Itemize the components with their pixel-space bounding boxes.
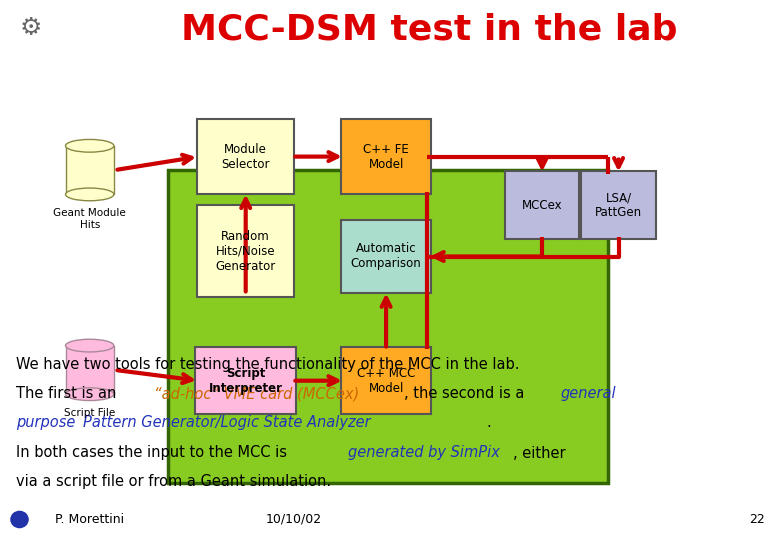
FancyBboxPatch shape <box>342 119 431 194</box>
FancyBboxPatch shape <box>582 172 655 239</box>
Text: .: . <box>487 415 491 430</box>
Text: , the second is a: , the second is a <box>404 386 529 401</box>
Text: 10/10/02: 10/10/02 <box>265 513 321 526</box>
Bar <box>66 346 114 394</box>
Text: 22: 22 <box>749 513 764 526</box>
Text: P. Morettini: P. Morettini <box>55 513 124 526</box>
Text: In both cases the input to the MCC is: In both cases the input to the MCC is <box>16 446 291 461</box>
Bar <box>66 146 114 194</box>
Text: ⚙: ⚙ <box>20 16 42 40</box>
FancyBboxPatch shape <box>342 220 431 293</box>
Text: , either: , either <box>513 446 566 461</box>
Text: C++ MCC
Model: C++ MCC Model <box>357 367 415 395</box>
FancyBboxPatch shape <box>505 172 579 239</box>
FancyBboxPatch shape <box>195 347 296 415</box>
Text: We have two tools for testing the functionality of the MCC in the lab.: We have two tools for testing the functi… <box>16 357 519 373</box>
Text: via a script file or from a Geant simulation.: via a script file or from a Geant simula… <box>16 474 331 489</box>
Text: Automatic
Comparison: Automatic Comparison <box>351 242 421 271</box>
FancyBboxPatch shape <box>197 119 295 194</box>
Text: purpose: purpose <box>16 415 80 430</box>
Text: MCCex: MCCex <box>522 199 562 212</box>
Text: Module
Selector: Module Selector <box>222 143 270 171</box>
FancyBboxPatch shape <box>197 205 295 297</box>
FancyBboxPatch shape <box>342 347 431 415</box>
Text: Random
Hits/Noise
Generator: Random Hits/Noise Generator <box>215 230 276 273</box>
Text: general: general <box>560 386 615 401</box>
Ellipse shape <box>66 388 114 401</box>
Text: C++ FE
Model: C++ FE Model <box>363 143 409 171</box>
Text: MCC-DSM test in the lab: MCC-DSM test in the lab <box>181 13 677 46</box>
Text: “ad-hoc” VME card (MCCex): “ad-hoc” VME card (MCCex) <box>154 386 360 401</box>
Ellipse shape <box>66 339 114 352</box>
Ellipse shape <box>11 511 28 528</box>
Text: Geant Module
Hits: Geant Module Hits <box>53 208 126 230</box>
FancyBboxPatch shape <box>168 170 608 483</box>
Text: generated by SimPix: generated by SimPix <box>348 446 500 461</box>
Text: The first is an: The first is an <box>16 386 121 401</box>
Text: Script File: Script File <box>64 408 115 418</box>
Text: Script
Interpreter: Script Interpreter <box>209 367 282 395</box>
Text: LSA/
PattGen: LSA/ PattGen <box>595 191 642 219</box>
Ellipse shape <box>66 188 114 201</box>
Ellipse shape <box>66 139 114 152</box>
Text: Pattern Generator/Logic State Analyzer: Pattern Generator/Logic State Analyzer <box>83 415 371 430</box>
